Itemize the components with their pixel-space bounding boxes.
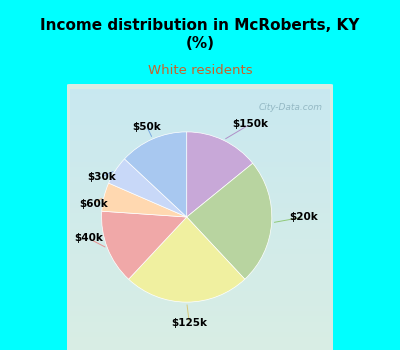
Bar xyxy=(70,249,330,254)
Text: $60k: $60k xyxy=(79,199,108,209)
Bar xyxy=(70,301,330,306)
Bar xyxy=(70,105,330,110)
Bar xyxy=(70,193,330,198)
Bar xyxy=(70,208,330,213)
Bar xyxy=(70,229,330,234)
Bar xyxy=(70,332,330,337)
Bar xyxy=(70,316,330,322)
Bar xyxy=(70,198,330,203)
Text: $30k: $30k xyxy=(87,172,116,182)
Text: City-Data.com: City-Data.com xyxy=(258,103,322,112)
Bar xyxy=(70,167,330,172)
Bar xyxy=(70,172,330,177)
Bar xyxy=(70,239,330,244)
Bar xyxy=(70,94,330,100)
Bar xyxy=(70,280,330,285)
Wedge shape xyxy=(187,132,253,217)
Bar xyxy=(70,290,330,296)
Bar xyxy=(70,141,330,146)
Bar xyxy=(70,162,330,167)
Bar xyxy=(70,260,330,265)
Bar xyxy=(70,296,330,301)
Bar xyxy=(70,327,330,332)
Bar xyxy=(70,187,330,192)
Bar xyxy=(70,254,330,260)
Text: $20k: $20k xyxy=(289,212,318,222)
Bar xyxy=(70,100,330,105)
Bar xyxy=(70,234,330,239)
Text: $40k: $40k xyxy=(74,233,103,243)
Bar xyxy=(70,151,330,156)
Bar xyxy=(70,89,330,94)
Bar xyxy=(70,322,330,327)
Bar xyxy=(70,146,330,151)
Bar xyxy=(70,342,330,347)
Wedge shape xyxy=(102,183,187,217)
Text: $125k: $125k xyxy=(171,318,207,328)
Text: Income distribution in McRoberts, KY
(%): Income distribution in McRoberts, KY (%) xyxy=(40,18,360,51)
Bar xyxy=(70,337,330,342)
FancyBboxPatch shape xyxy=(64,84,336,350)
Wedge shape xyxy=(102,211,187,279)
Wedge shape xyxy=(187,163,272,279)
Wedge shape xyxy=(109,159,187,217)
Bar xyxy=(70,275,330,280)
Text: White residents: White residents xyxy=(148,64,252,77)
Bar xyxy=(70,156,330,162)
Bar xyxy=(70,115,330,120)
Bar xyxy=(70,120,330,125)
Bar xyxy=(70,244,330,249)
Bar xyxy=(70,270,330,275)
Bar xyxy=(70,136,330,141)
Bar xyxy=(70,177,330,182)
Bar xyxy=(70,265,330,270)
Bar xyxy=(70,125,330,131)
Wedge shape xyxy=(129,217,245,302)
Bar xyxy=(70,131,330,136)
Bar xyxy=(70,110,330,115)
Bar xyxy=(70,213,330,218)
Text: $50k: $50k xyxy=(132,121,161,132)
Bar xyxy=(70,203,330,208)
Bar xyxy=(70,285,330,290)
Bar xyxy=(70,311,330,316)
Bar xyxy=(70,182,330,187)
Bar xyxy=(70,218,330,224)
Bar xyxy=(70,224,330,229)
Bar xyxy=(70,306,330,311)
Text: $150k: $150k xyxy=(232,119,268,129)
Wedge shape xyxy=(124,132,187,217)
